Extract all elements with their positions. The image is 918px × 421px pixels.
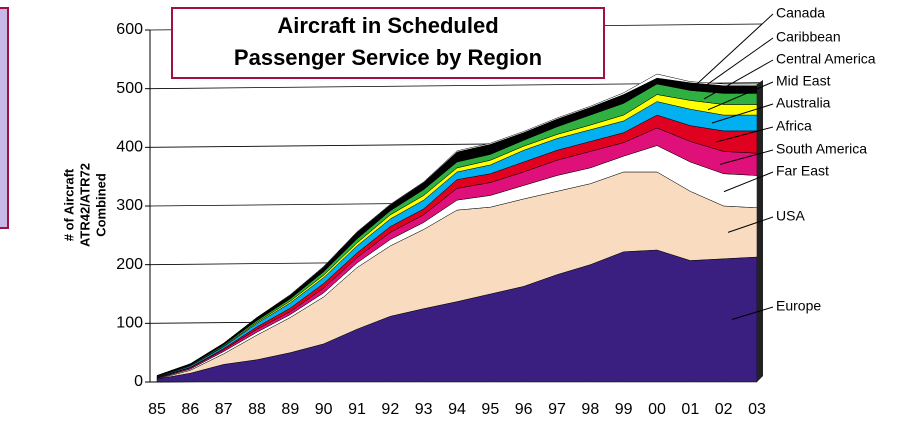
x-tick-label: 92 [381, 401, 399, 418]
x-tick-label: 98 [581, 401, 599, 418]
title-box [171, 7, 605, 79]
foreground: 85 86 87 88 89 90 91 92 93 94 95 96 97 98 99 00 01 02 03 Eu… [148, 5, 876, 419]
y-tick-label: 0 [134, 373, 143, 390]
legend-label: Australia [776, 95, 831, 111]
leader-line [723, 171, 774, 193]
x-tick-label: 88 [248, 401, 266, 418]
chart-title: Aircraft in Scheduled [277, 13, 498, 38]
leader-line [703, 59, 774, 100]
legend-label: Europe [776, 298, 821, 314]
y-tick-label: 300 [116, 197, 143, 214]
x-tick-label: 02 [715, 401, 733, 418]
depth-edge [757, 79, 763, 383]
legend-label: South America [776, 141, 867, 157]
leader-line [695, 13, 774, 86]
legend-label: Canada [776, 5, 825, 21]
legend-label: Far East [776, 163, 829, 179]
x-tick-label: 96 [515, 401, 533, 418]
leader-line [711, 103, 774, 124]
x-tick-label: 95 [481, 401, 499, 418]
leader-line [719, 149, 774, 165]
leader-line [731, 306, 774, 320]
legend-label: USA [776, 208, 805, 224]
legend-label: Central America [776, 51, 876, 67]
legend-label: Africa [776, 118, 812, 134]
x-tick-label: 03 [748, 401, 766, 418]
y-label-line: Combined [93, 173, 108, 237]
y-tick-label: 500 [116, 80, 143, 97]
x-tick-label: 93 [415, 401, 433, 418]
leader-line [699, 37, 774, 90]
y-label-line: # of Aircraft [61, 168, 76, 241]
y-tick-label: 400 [116, 139, 143, 156]
y-axis-label: # of Aircraft ATR42/ATR72 Combined [61, 163, 108, 247]
legend-label: Mid East [776, 73, 831, 89]
x-tick-label: 99 [615, 401, 633, 418]
x-tick-label: 01 [681, 401, 699, 418]
leader-line [715, 126, 774, 143]
leader-line [727, 216, 774, 233]
x-tick-label: 94 [448, 401, 466, 418]
areas [156, 73, 763, 383]
chart-title: Passenger Service by Region [234, 45, 542, 70]
side-panel [0, 7, 9, 229]
x-tick-label: 90 [315, 401, 333, 418]
y-tick-label: 600 [116, 21, 143, 38]
x-tick-label: 89 [281, 401, 299, 418]
y-tick-label: 100 [116, 315, 143, 332]
x-tick-label: 97 [548, 401, 566, 418]
legend-label: Caribbean [776, 29, 841, 45]
x-tick-label: 85 [148, 401, 166, 418]
x-tick-label: 00 [648, 401, 666, 418]
x-tick-label: 86 [181, 401, 199, 418]
x-tick-label: 87 [215, 401, 233, 418]
y-label-line: ATR42/ATR72 [77, 163, 92, 247]
leader-line [707, 81, 774, 111]
x-tick-label: 91 [348, 401, 366, 418]
y-tick-label: 200 [116, 256, 143, 273]
